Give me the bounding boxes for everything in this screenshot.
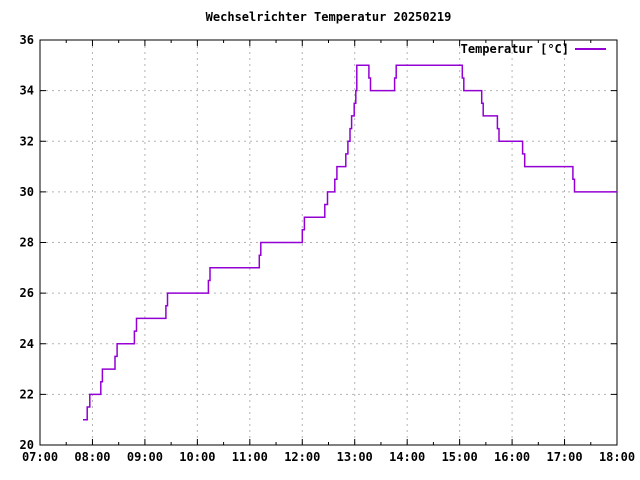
x-tick-label: 18:00: [599, 450, 635, 464]
x-tick-label: 10:00: [179, 450, 215, 464]
y-tick-label: 30: [20, 185, 34, 199]
y-tick-label: 26: [20, 286, 34, 300]
x-tick-label: 07:00: [22, 450, 58, 464]
legend-line-sample: [575, 48, 606, 50]
x-tick-label: 12:00: [284, 450, 320, 464]
legend-label: Temperatur [°C]: [460, 42, 569, 56]
y-tick-label: 24: [20, 337, 34, 351]
x-tick-label: 14:00: [389, 450, 425, 464]
y-tick-label: 36: [20, 33, 34, 47]
y-tick-label: 34: [20, 84, 34, 98]
x-tick-label: 09:00: [127, 450, 163, 464]
y-tick-label: 32: [20, 134, 34, 148]
y-tick-label: 22: [20, 387, 34, 401]
y-tick-label: 28: [20, 236, 34, 250]
series-line: [83, 64, 617, 421]
x-tick-label: 11:00: [232, 450, 268, 464]
legend: Temperatur [°C]: [0, 42, 606, 56]
x-tick-label: 15:00: [442, 450, 478, 464]
x-tick-label: 17:00: [546, 450, 582, 464]
x-tick-label: 08:00: [74, 450, 110, 464]
chart-title: Wechselrichter Temperatur 20250219: [205, 10, 452, 24]
x-tick-label: 16:00: [494, 450, 530, 464]
x-tick-label: 13:00: [337, 450, 373, 464]
y-tick-label: 20: [20, 438, 34, 452]
